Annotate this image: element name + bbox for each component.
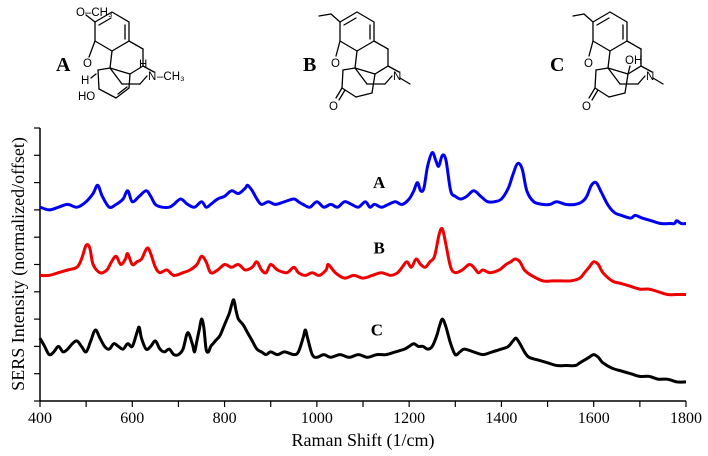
series-label-b: B (373, 239, 384, 258)
x-tick-label: 400 (28, 410, 52, 427)
structure-b-nitrogen: N (393, 71, 401, 83)
x-tick-label: 1600 (578, 410, 610, 427)
x-tick-label: 1400 (485, 410, 517, 427)
x-tick-label: 800 (213, 410, 237, 427)
structure-a-ring-oxygen: O (83, 58, 92, 70)
structure-c-carbonyl-oxygen: O (582, 101, 591, 113)
structure-letter-c: C (550, 54, 564, 76)
x-tick-label: 1200 (393, 410, 425, 427)
structure-a: A O–CH₃ O H H N –CH (56, 7, 185, 103)
chart: 400 600 800 1000 1200 1400 1600 1800 A B C Raman … (8, 127, 702, 451)
structure-c: C O O OH (550, 11, 664, 113)
structure-c-ring-oxygen: O (584, 58, 593, 70)
structure-a-nitrogen: N (148, 71, 156, 83)
x-tick-label: 1800 (670, 410, 702, 427)
x-tick-label: 600 (120, 410, 144, 427)
structure-c-hydroxy: OH (625, 55, 642, 67)
structure-b: B O O N (303, 11, 411, 113)
y-axis-ticks (34, 127, 40, 402)
structure-a-methoxy: O–CH₃ (76, 7, 113, 19)
structure-b-bonds (318, 11, 411, 101)
series-line-c (38, 298, 687, 384)
y-axis-title: SERS Intensity (normalized/offset) (8, 137, 29, 391)
structure-a-bonds (85, 11, 155, 99)
structure-a-hydroxyl: HO (78, 91, 95, 103)
x-tick-label: 1000 (301, 410, 333, 427)
x-axis-ticks (39, 401, 687, 407)
structure-letter-b: B (303, 54, 316, 76)
structure-letter-a: A (56, 54, 71, 76)
series-labels: A B C (371, 173, 386, 339)
series-label-a: A (373, 173, 386, 192)
series-lines (38, 151, 687, 384)
structure-b-carbonyl-oxygen: O (329, 101, 338, 113)
series-label-c: C (371, 320, 383, 339)
structure-a-h-bridge: H (139, 59, 147, 71)
series-line-b (39, 226, 686, 297)
x-axis-tick-labels: 400 600 800 1000 1200 1400 1600 1800 (28, 410, 702, 427)
structure-a-h-alpha: H (81, 75, 89, 87)
structure-c-bonds (572, 11, 664, 101)
series-line-a (39, 151, 687, 226)
structure-b-ring-oxygen: O (331, 58, 340, 70)
structure-a-n-methyl: –CH₃ (157, 71, 185, 83)
x-axis-title: Raman Shift (1/cm) (292, 430, 435, 451)
structure-c-nitrogen: N (646, 71, 654, 83)
